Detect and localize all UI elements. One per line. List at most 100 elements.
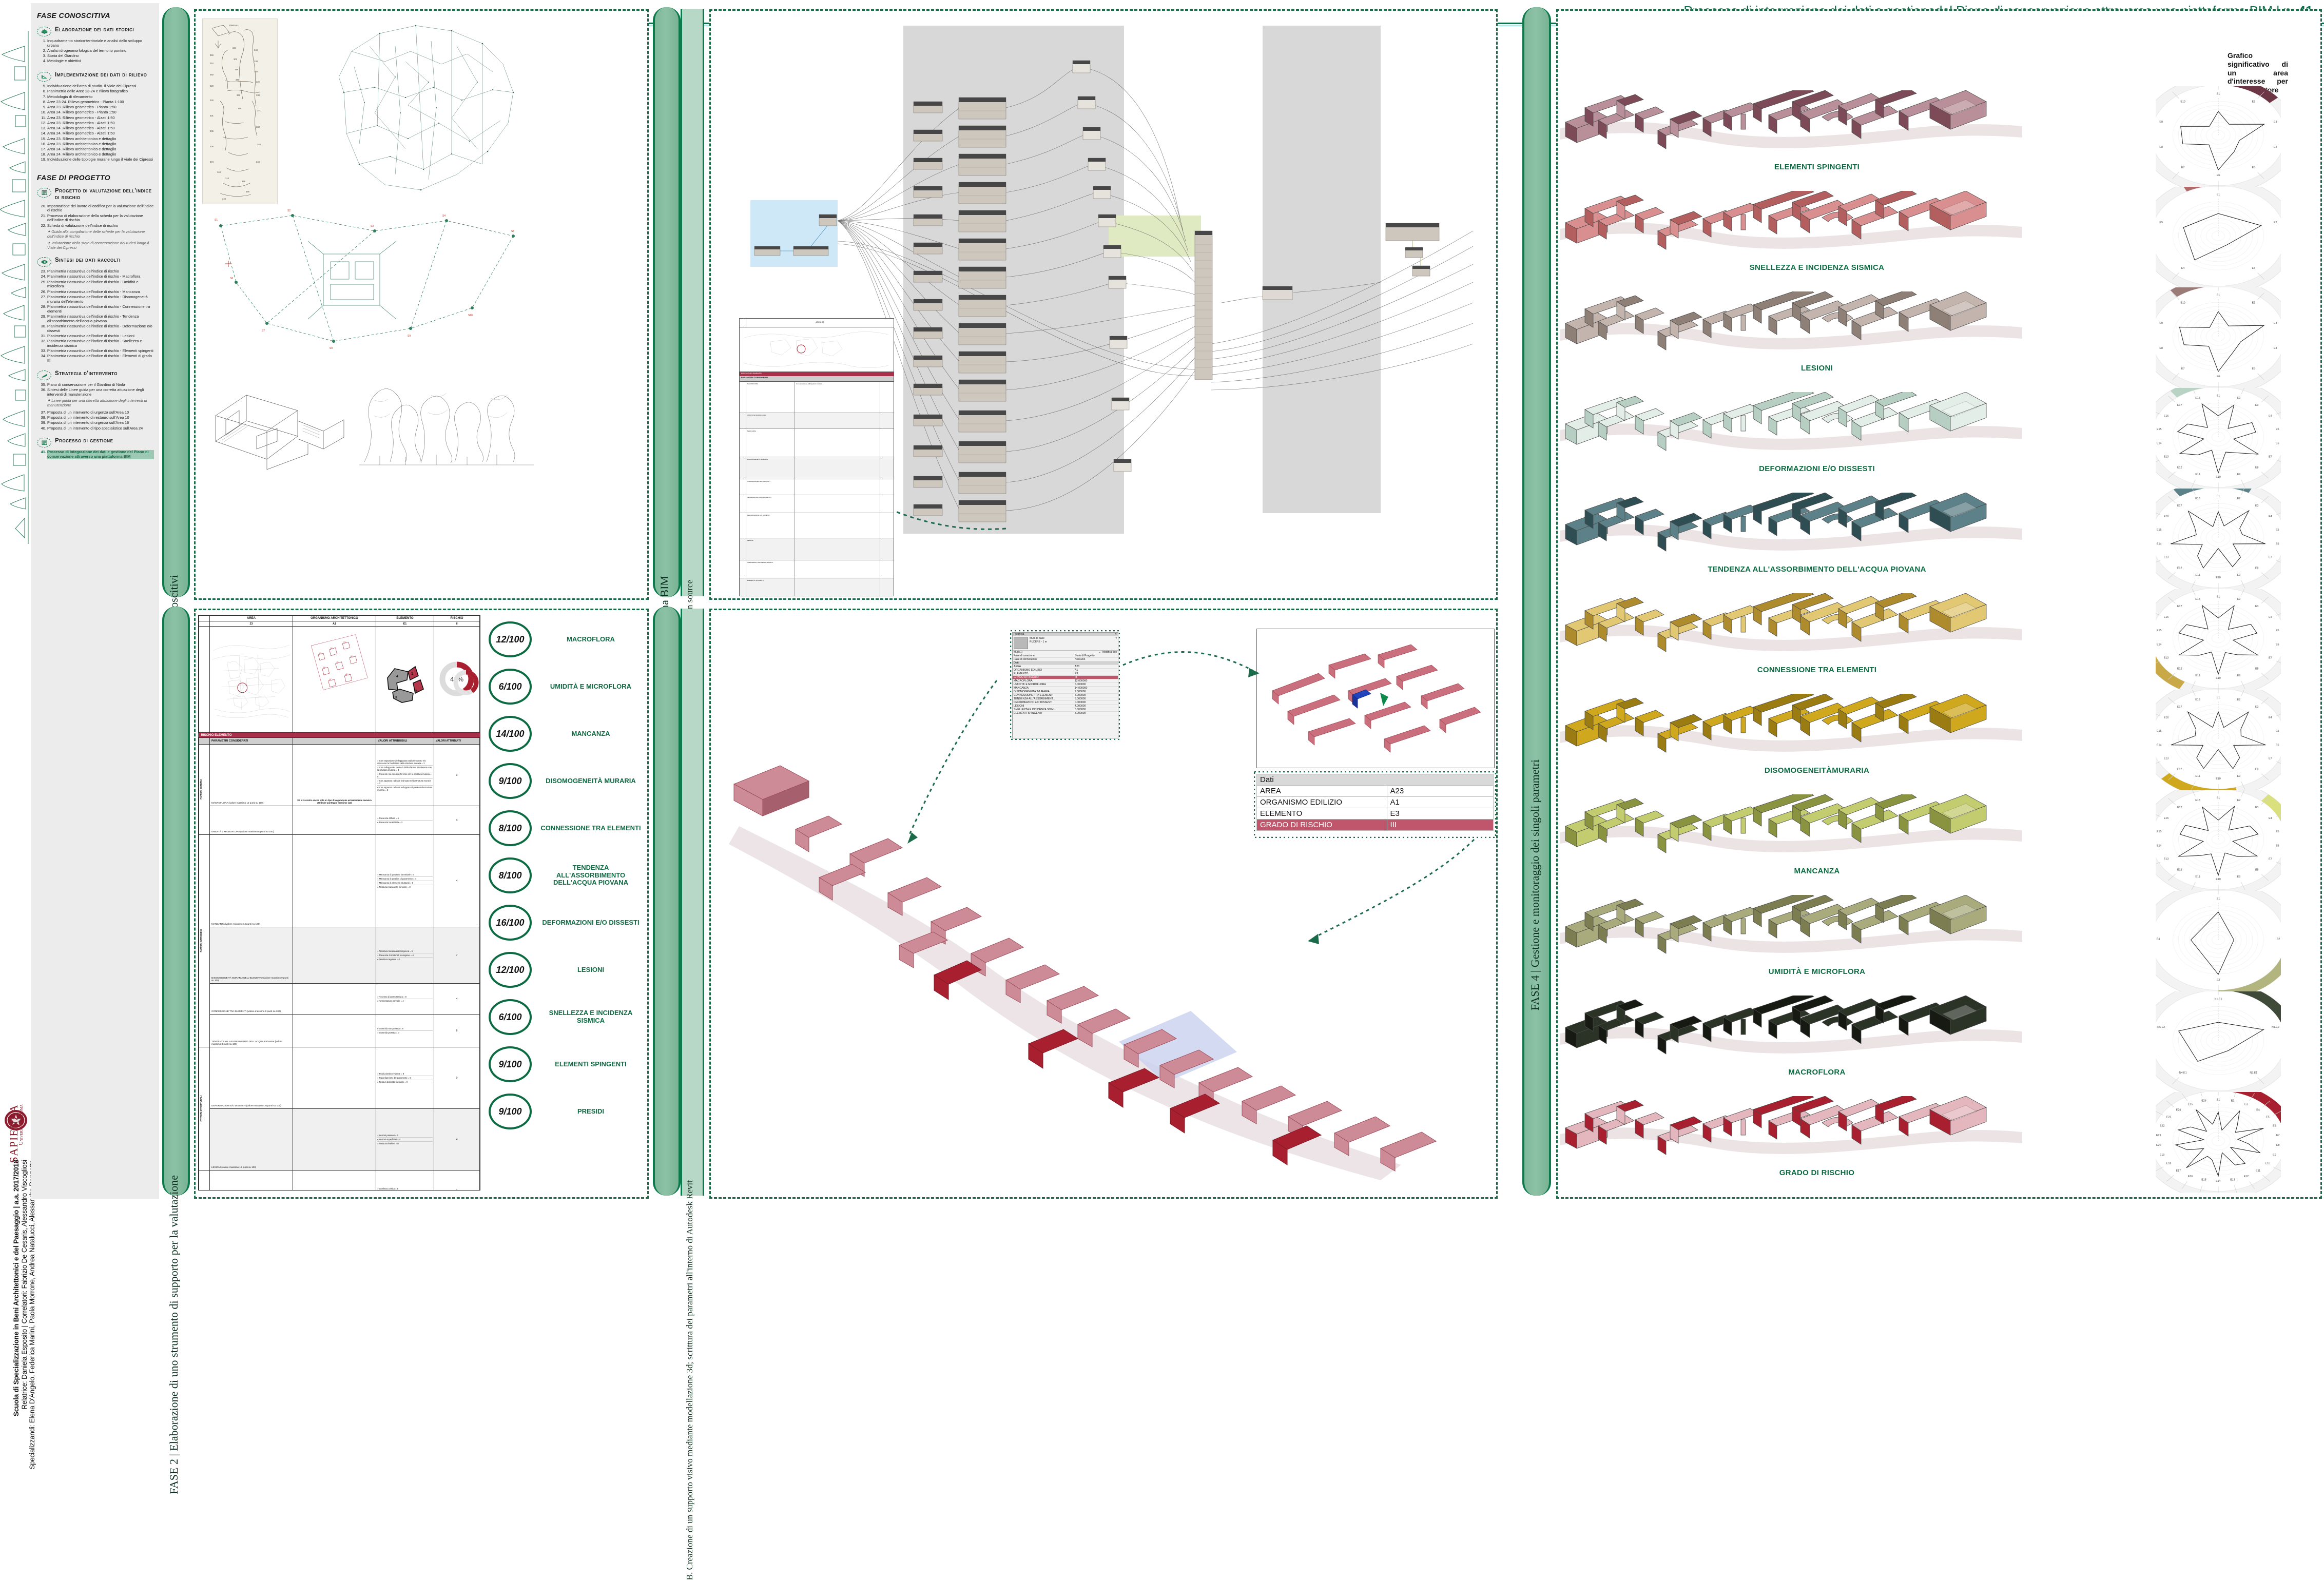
svg-text:E18: E18 bbox=[2195, 397, 2200, 400]
list-item: Planimetria riassuntiva dell'indice di r… bbox=[47, 280, 154, 289]
svg-text:E16: E16 bbox=[2164, 616, 2169, 619]
svg-text:E2: E2 bbox=[2252, 302, 2256, 305]
svg-text:E16: E16 bbox=[2188, 1175, 2193, 1178]
photogrammetry-wireframe bbox=[323, 15, 539, 200]
property-value[interactable]: 3.000000 bbox=[1074, 712, 1118, 715]
property-value[interactable]: 4.000000 bbox=[1074, 705, 1118, 708]
svg-text:E18: E18 bbox=[2195, 698, 2200, 701]
credits-school: Scuola di Specializzazione in Beni Archi… bbox=[12, 1160, 20, 1416]
list-item-label: Valutazione dello stato di conservazione… bbox=[47, 241, 149, 250]
svg-text:A2: A2 bbox=[331, 647, 333, 649]
category-selector[interactable]: Muri (1) bbox=[1014, 651, 1022, 654]
list-item: Area 24. Rilievo architettonico e dettag… bbox=[47, 147, 154, 152]
scheda-col-area: AREA bbox=[210, 616, 293, 621]
svg-text:E1: E1 bbox=[2217, 1098, 2220, 1101]
property-value[interactable]: A23 bbox=[1074, 665, 1118, 669]
revit-properties-panel[interactable]: Proprietà ✕ Muro di base RUDERE - 1 m ▾ … bbox=[1012, 632, 1118, 738]
svg-text:3: 3 bbox=[395, 696, 397, 699]
property-value[interactable]: 4.000000 bbox=[1074, 694, 1118, 697]
property-value[interactable]: 6.000000 bbox=[1074, 683, 1118, 687]
scheda-param-snellezza: SNELLEZZA E INCIDENZA SISMICA Modello di… bbox=[210, 1171, 293, 1191]
scheda-reference-thumbnail: AREA 23 RISCHIO ELEMENTO PARAMETRI CONSI… bbox=[739, 318, 894, 596]
scheda-param-lesioni: LESIONI (valore massimo 12 punti su 100) bbox=[210, 1109, 293, 1171]
sapienza-subtitle: Università di Roma bbox=[18, 1104, 24, 1145]
index-section-title: Elaborazione dei dati storici bbox=[55, 27, 154, 36]
index-section-title: Implementazione dei dati di rilievo bbox=[55, 72, 154, 82]
phase-4-bar bbox=[1522, 7, 1551, 1196]
svg-text:A6: A6 bbox=[351, 655, 353, 657]
svg-text:E4: E4 bbox=[2157, 938, 2160, 941]
svg-text:E4: E4 bbox=[2269, 716, 2272, 719]
svg-text:E8: E8 bbox=[2159, 347, 2163, 350]
edit-type-button[interactable]: Modifica tipo bbox=[1102, 651, 1117, 654]
svg-text:A7: A7 bbox=[330, 678, 332, 680]
list-item: Sintesi delle Linee guida per una corret… bbox=[47, 388, 154, 397]
chevron-down-icon[interactable]: ⌄ bbox=[1099, 651, 1101, 654]
site-map-thumbnail bbox=[211, 628, 292, 730]
property-value-selected[interactable]: III bbox=[1074, 676, 1118, 679]
property-value[interactable]: 14.000000 bbox=[1074, 687, 1118, 690]
svg-text:E16: E16 bbox=[2164, 415, 2169, 418]
list-item: Planimetria riassuntiva dell'indice di r… bbox=[47, 315, 154, 323]
score-label: ELEMENTI SPINGENTI bbox=[539, 1061, 643, 1068]
parameter-model-3d bbox=[1560, 90, 2022, 162]
svg-text:E13: E13 bbox=[2164, 757, 2169, 760]
svg-text:E7: E7 bbox=[2276, 1134, 2280, 1137]
svg-text:E18: E18 bbox=[2195, 497, 2200, 500]
svg-text:E5: E5 bbox=[2252, 166, 2256, 169]
svg-text:E11: E11 bbox=[2195, 574, 2200, 577]
list-item: ✦ Linee guida per una corretta attuazion… bbox=[47, 399, 154, 407]
axonometric-bim-model bbox=[719, 724, 1488, 1191]
svg-text:341: 341 bbox=[257, 109, 261, 112]
svg-text:S3: S3 bbox=[371, 225, 374, 228]
property-value[interactable]: 7.000000 bbox=[1074, 690, 1118, 694]
svg-text:E5: E5 bbox=[2276, 629, 2279, 632]
property-value[interactable]: 0.000000 bbox=[1074, 701, 1118, 705]
index-bullet-list: ✦ Linee guida per una corretta attuazion… bbox=[47, 399, 154, 407]
svg-text:E1: E1 bbox=[2217, 92, 2220, 95]
parameter-model-3d bbox=[1560, 291, 2022, 363]
scheda-group-esterni: FATTORI ESTERNI bbox=[200, 779, 202, 799]
list-item: Aree 23-24. Rilievo geometrico - Pianta … bbox=[47, 100, 154, 105]
property-key: TENDENZA ALL'ASSORBIMENT... bbox=[1013, 697, 1074, 701]
property-value[interactable]: 8.000000 bbox=[1074, 697, 1118, 701]
list-item: Storia del Giardino bbox=[47, 54, 154, 58]
list-item: Metologie e obiettivi bbox=[47, 59, 154, 64]
index-list-highlighted: Processo di integrazione dei dati e gest… bbox=[47, 450, 154, 459]
svg-text:A4: A4 bbox=[323, 666, 325, 668]
svg-text:E8: E8 bbox=[2255, 667, 2259, 670]
svg-text:E2: E2 bbox=[2274, 221, 2277, 224]
svg-text:E5: E5 bbox=[2159, 221, 2163, 224]
property-value[interactable]: 12.000000 bbox=[1074, 679, 1118, 683]
svg-text:E18: E18 bbox=[2195, 799, 2200, 802]
family-type: RUDERE - 1 m bbox=[1030, 640, 1047, 644]
svg-text:A5: A5 bbox=[336, 661, 338, 664]
scheda-subhdr-params: PARAMETRI CONSIDERATI bbox=[210, 738, 293, 745]
list-item: Planimetria riassuntiva dell'indice di r… bbox=[47, 354, 154, 363]
svg-text:E23: E23 bbox=[2166, 1116, 2172, 1119]
svg-text:E5: E5 bbox=[2276, 730, 2279, 733]
close-icon[interactable]: ✕ bbox=[1115, 633, 1117, 636]
list-item: Individuazione delle tipologie murarie l… bbox=[47, 158, 154, 162]
list-item: Proposta di un intervento di tipo specia… bbox=[47, 426, 154, 431]
property-value[interactable]: A1 bbox=[1074, 669, 1118, 672]
svg-text:N4.E1: N4.E1 bbox=[2179, 1071, 2187, 1075]
parameter-model-3d bbox=[1560, 191, 2022, 263]
index-bullet-list: ✦ Guida alla compilazione delle schede p… bbox=[47, 230, 154, 250]
svg-text:E10: E10 bbox=[2265, 1162, 2271, 1165]
svg-text:E19: E19 bbox=[2160, 1154, 2165, 1157]
property-value[interactable]: E3 bbox=[1074, 672, 1118, 676]
chevron-down-icon[interactable]: ▾ bbox=[1115, 637, 1117, 649]
score-value: 6/100 bbox=[489, 669, 532, 705]
svg-text:E9: E9 bbox=[2237, 574, 2241, 577]
scheda-param-umidita: UMIDITÀ E MICROFLORA (valore massimo 6 p… bbox=[210, 806, 293, 835]
scheda-values-cell: ○ Con espansione dell'apparato radicale … bbox=[376, 745, 434, 806]
list-item: Area 24. Rilievo geometrico - Alzati 1:5… bbox=[47, 131, 154, 136]
svg-text:344: 344 bbox=[233, 47, 237, 49]
property-value[interactable]: 0.000000 bbox=[1074, 708, 1118, 712]
